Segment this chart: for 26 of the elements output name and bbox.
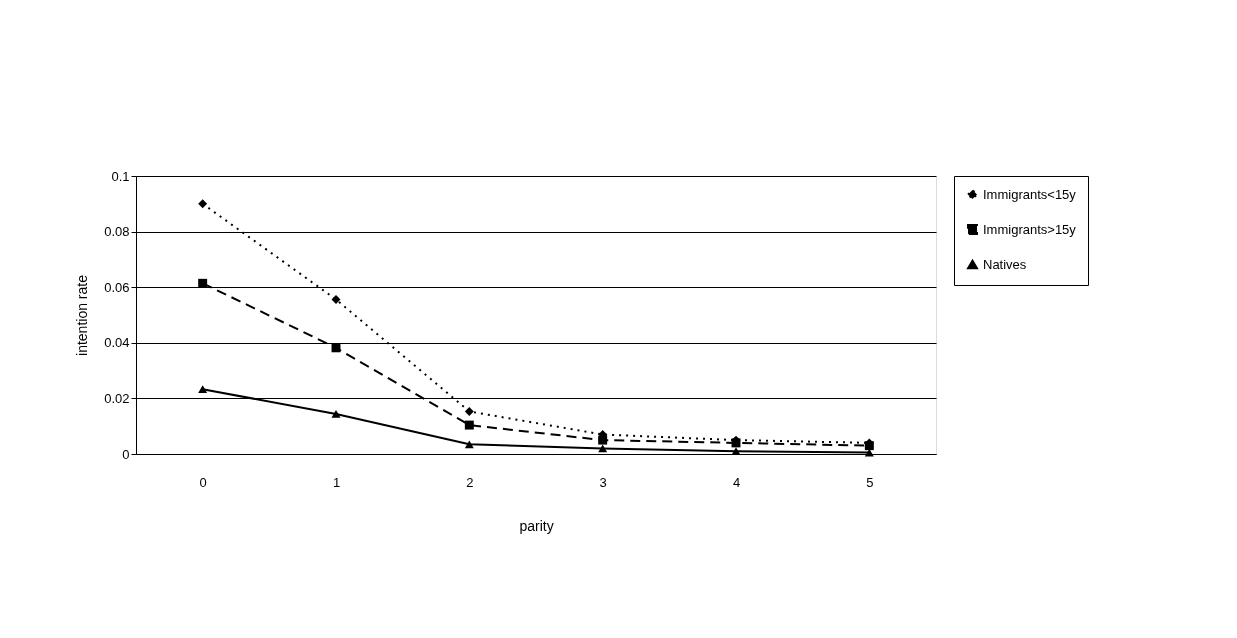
y-tick-label: 0.08 bbox=[104, 224, 130, 240]
y-tick-label: 0.06 bbox=[104, 279, 130, 295]
point bbox=[331, 410, 341, 418]
x-axis-title: parity bbox=[519, 517, 554, 534]
legend-label: Natives bbox=[983, 256, 1027, 272]
point bbox=[464, 440, 474, 449]
point bbox=[198, 199, 208, 209]
legend-label: Immigrants<15y bbox=[983, 186, 1077, 202]
point bbox=[198, 385, 208, 394]
point bbox=[464, 420, 474, 430]
point bbox=[198, 278, 208, 288]
y-tick-label: 0 bbox=[122, 446, 130, 462]
x-tick-label: 1 bbox=[332, 474, 341, 490]
y-tick-label: 0.02 bbox=[104, 390, 130, 406]
x-tick-label: 5 bbox=[866, 474, 874, 490]
y-tick-label: 0.04 bbox=[104, 335, 130, 351]
point bbox=[331, 294, 341, 304]
x-tick-label: 0 bbox=[199, 474, 207, 490]
x-tick-label: 3 bbox=[599, 474, 607, 490]
y-axis-title: intention rate bbox=[74, 274, 91, 356]
legend-label: Immigrants>15y bbox=[983, 221, 1077, 237]
x-tick-label: 2 bbox=[466, 474, 474, 490]
point bbox=[464, 406, 474, 416]
point bbox=[331, 343, 341, 353]
x-tick-label: 4 bbox=[732, 474, 741, 490]
y-tick-label: 0.1 bbox=[111, 168, 130, 184]
